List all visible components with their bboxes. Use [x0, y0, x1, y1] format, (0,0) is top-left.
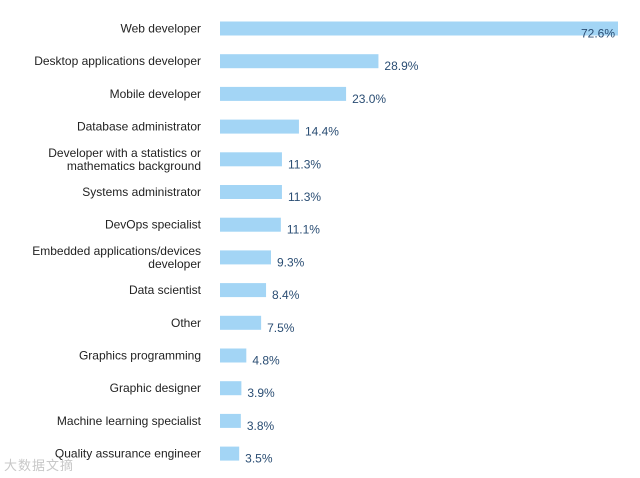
value-label: 11.1%: [287, 223, 320, 237]
bar: [220, 21, 618, 36]
value-label: 28.9%: [384, 59, 418, 73]
category-label: Data scientist: [129, 283, 202, 297]
bar: [220, 283, 267, 298]
category-label-line: Database administrator: [77, 120, 201, 134]
bar: [220, 54, 379, 69]
bar: [220, 217, 281, 232]
bar: [220, 86, 347, 101]
value-label: 23.0%: [352, 92, 386, 106]
bar: [220, 119, 299, 134]
value-label: 14.4%: [305, 125, 339, 139]
category-label-line: Graphic designer: [110, 381, 201, 395]
value-label: 72.6%: [581, 27, 615, 41]
value-label: 3.5%: [245, 452, 273, 466]
category-label: Embedded applications/devices developer: [32, 244, 201, 271]
category-label: Systems administrator: [82, 185, 201, 199]
category-label: Graphic designer: [110, 381, 201, 395]
category-label: Database administrator: [77, 120, 201, 134]
bar: [220, 152, 282, 167]
category-label-line: Systems administrator: [82, 185, 201, 199]
value-label: 3.8%: [247, 419, 275, 433]
bar: [220, 348, 247, 363]
category-label-line: Developer with a statistics or: [48, 146, 201, 160]
category-label-line: Other: [171, 316, 201, 330]
watermark: 大数据文摘: [4, 459, 75, 474]
category-label: Web developer: [121, 22, 202, 36]
category-label: DevOps specialist: [105, 218, 202, 232]
value-label: 4.8%: [252, 354, 280, 368]
category-label-line: Machine learning specialist: [57, 414, 202, 428]
bar: [220, 413, 241, 428]
category-label: Developer with a statistics or mathematic…: [48, 146, 201, 173]
bar: [220, 185, 282, 199]
value-label: 11.3%: [288, 157, 321, 171]
category-label: Graphics programming: [79, 349, 201, 363]
bar: [220, 315, 262, 330]
category-label-line: mathematics background: [67, 159, 201, 173]
value-label: 3.9%: [247, 386, 275, 400]
category-label: Quality assurance engineer: [55, 447, 201, 461]
category-label-line: Quality assurance engineer: [55, 447, 201, 461]
bar: [220, 446, 240, 461]
category-label-line: developer: [148, 257, 201, 271]
category-label-line: Data scientist: [129, 283, 202, 297]
category-label-line: DevOps specialist: [105, 218, 202, 232]
value-label: 7.5%: [267, 321, 295, 335]
category-label-line: Web developer: [121, 22, 202, 36]
category-label-line: Mobile developer: [110, 87, 201, 101]
category-label: Machine learning specialist: [57, 414, 202, 428]
category-label: Mobile developer: [110, 87, 201, 101]
value-label: 9.3%: [277, 255, 305, 269]
category-label-line: Desktop applications developer: [34, 54, 201, 68]
value-label: 11.3%: [288, 190, 321, 204]
category-label: Desktop applications developer: [34, 54, 201, 68]
category-label-line: Embedded applications/devices: [32, 244, 201, 258]
category-label: Other: [171, 316, 201, 330]
category-label-line: Graphics programming: [79, 349, 201, 363]
value-label: 8.4%: [272, 288, 300, 302]
bar: [220, 381, 242, 396]
bar: [220, 250, 271, 265]
